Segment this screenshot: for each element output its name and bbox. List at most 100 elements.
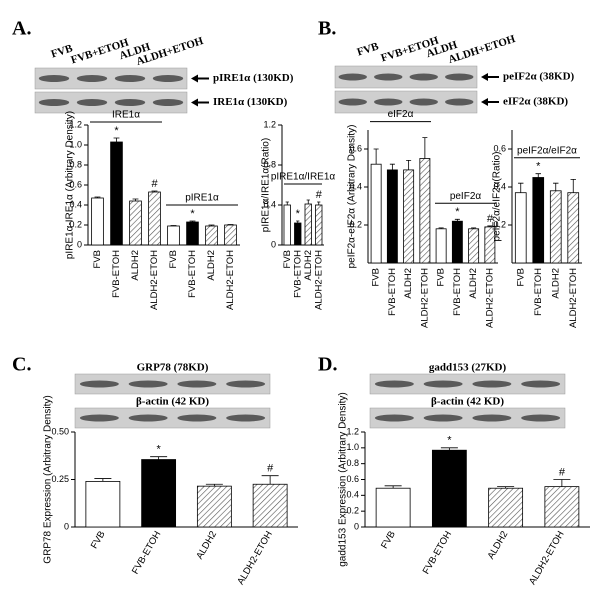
bar: [386, 169, 398, 264]
bar: [110, 141, 123, 246]
error-bar: [497, 486, 515, 489]
blot-band: [423, 414, 463, 422]
y-tick-label: 0.2: [493, 219, 506, 229]
panel-letter: C.: [12, 354, 31, 376]
error-bar: [553, 182, 559, 191]
group-label: eIF2α: [388, 109, 414, 120]
bar: [294, 222, 302, 246]
x-tick-label: ALDH2: [194, 529, 219, 561]
x-tick-label: FVB: [282, 250, 293, 268]
x-tick-label: ALDH2-ETOH: [149, 250, 160, 310]
bar: [129, 200, 142, 246]
blot-band: [445, 73, 474, 81]
bar: [431, 449, 467, 528]
blot-label: β-actin (42 KD): [136, 396, 209, 408]
group-label: pIRE1α/IRE1α: [271, 172, 336, 183]
blot-band: [76, 75, 108, 82]
y-tick-label: 0.4: [69, 199, 82, 209]
y-axis-label: pIRE1α/IRE1α(Ratio): [261, 138, 272, 232]
y-tick-label: 0.50: [51, 426, 69, 436]
bar: [252, 483, 288, 528]
y-tick-label: 0: [271, 239, 276, 249]
x-tick-label: FVB: [436, 268, 447, 286]
x-tick-label: ALDH2-ETOH: [419, 268, 430, 328]
bar: [148, 191, 161, 246]
blot-band: [226, 380, 266, 388]
bar: [375, 487, 411, 528]
y-axis-label: pIRE1α-IRE1α (Arbitrary Density): [65, 111, 76, 259]
error-bar: [132, 198, 139, 201]
x-tick-label: ALDH2: [303, 250, 314, 281]
y-tick-label: 0.8: [346, 458, 359, 468]
y-tick-label: 0.6: [346, 474, 359, 484]
error-bar: [261, 475, 279, 485]
x-tick-label: ALDH2: [130, 250, 141, 281]
blot-band: [128, 414, 168, 422]
blot-band: [338, 98, 367, 106]
error-bar: [317, 201, 321, 205]
blot-band: [114, 99, 146, 106]
error-bar: [553, 479, 571, 487]
error-bar: [535, 173, 541, 178]
error-bar: [227, 224, 234, 225]
blot-label: peIF2α (38KD): [503, 71, 575, 83]
bar: [567, 192, 580, 264]
blot-band: [409, 98, 438, 106]
x-tick-label: ALDH2-ETOH: [484, 268, 495, 328]
error-bar: [454, 218, 460, 222]
bar: [468, 228, 480, 264]
blot-label: IRE1α (130KD): [213, 96, 288, 108]
significance-marker: #: [487, 213, 494, 225]
significance-marker: *: [114, 125, 119, 137]
y-axis-label: gadd153 Expression (Arbitrary Density): [338, 392, 349, 567]
significance-marker: *: [455, 206, 460, 218]
blot-band: [128, 380, 168, 388]
y-tick-label: 0.6: [493, 143, 506, 153]
blot: [74, 407, 271, 429]
blot-band: [521, 414, 561, 422]
bar: [85, 480, 121, 528]
y-tick-label: 0.8: [263, 159, 276, 169]
error-bar: [384, 485, 402, 489]
blot-band: [152, 99, 184, 106]
x-tick-label: FVB: [371, 268, 382, 286]
x-tick-label: FVB-ETOH: [130, 529, 164, 576]
y-tick-label: 0: [354, 521, 359, 531]
significance-marker: #: [316, 189, 323, 201]
panel-letter: B.: [318, 18, 336, 40]
group-label: IRE1α: [112, 110, 140, 121]
y-tick-label: 0.2: [346, 506, 359, 516]
x-tick-label: ALDH2-ETOH: [527, 529, 567, 587]
x-tick-label: FVB-ETOH: [533, 268, 544, 316]
blot-band: [338, 73, 367, 81]
bar: [532, 177, 545, 264]
y-tick-label: 0.6: [69, 179, 82, 189]
x-tick-label: FVB-ETOH: [452, 268, 463, 316]
error-bar: [285, 201, 289, 205]
blot-band: [114, 75, 146, 82]
bar: [549, 190, 562, 264]
blot-band: [374, 380, 414, 388]
error-bar: [205, 483, 223, 487]
error-bar: [170, 225, 177, 226]
x-tick-label: ALDH2-ETOH: [235, 529, 275, 587]
blot-band: [177, 380, 217, 388]
error-bar: [487, 225, 493, 227]
blot: [34, 91, 188, 114]
blot-band: [521, 380, 561, 388]
y-axis-label: peIF2α/eIF2α(Ratio): [492, 152, 503, 242]
error-bar: [189, 220, 196, 222]
y-tick-label: 0.6: [349, 143, 362, 153]
error-bar: [151, 190, 158, 192]
blot-label: gadd153 (27KD): [429, 362, 507, 374]
error-bar: [306, 199, 310, 204]
x-tick-label: FVB-ETOH: [387, 268, 398, 316]
bar: [403, 169, 415, 264]
error-bar: [94, 196, 101, 198]
significance-marker: *: [447, 435, 452, 447]
y-tick-label: 0: [64, 521, 69, 531]
bar: [196, 485, 232, 528]
group-label: peIF2α/eIF2α: [517, 145, 577, 156]
blot-band: [374, 98, 403, 106]
y-tick-label: 0.2: [69, 219, 82, 229]
